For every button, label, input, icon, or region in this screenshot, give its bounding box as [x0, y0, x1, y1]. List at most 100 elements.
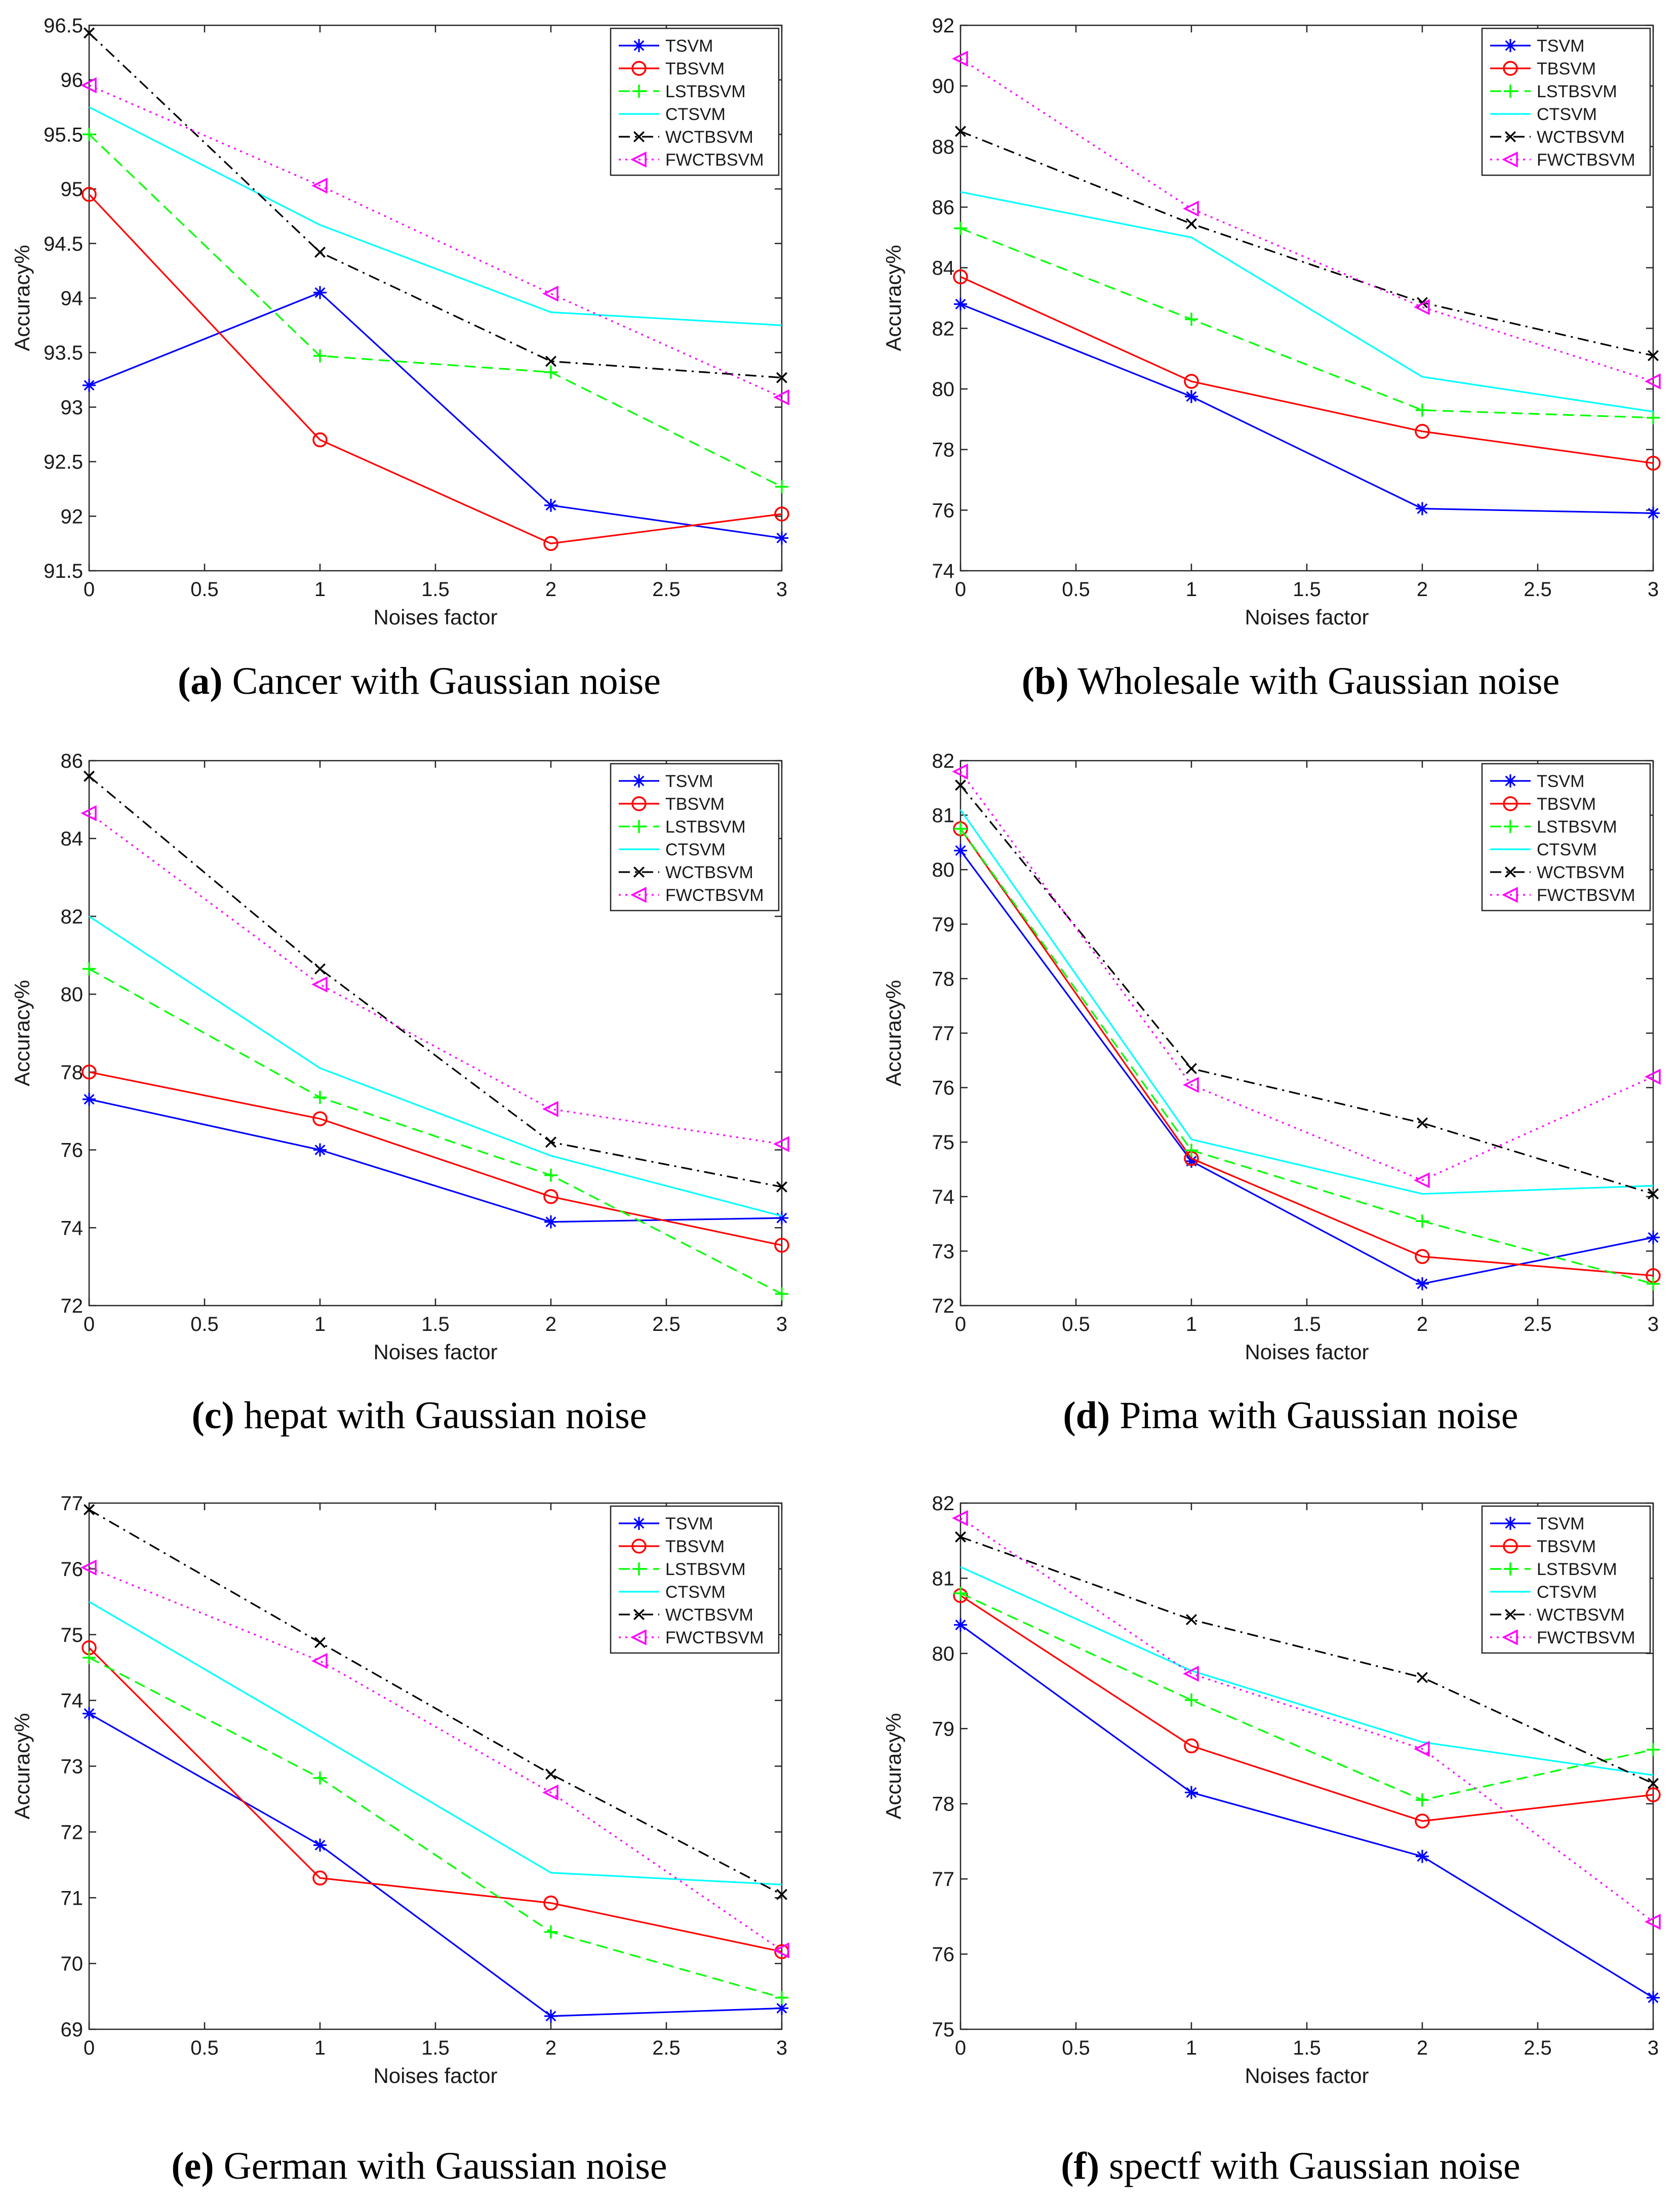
x-axis-label: Noises factor	[373, 605, 497, 629]
legend-label-ctsvm: CTSVM	[665, 1583, 726, 1602]
y-tick-label: 80	[932, 378, 955, 401]
y-tick-label: 76	[61, 1139, 84, 1162]
series-ctsvm	[89, 106, 782, 326]
data-point-tbsvm	[774, 1238, 789, 1253]
chart-panel-b: 0 0.5 1 1.5 2 2.5 3 74 76 78 80 82 84 86 88 90 92 Noises …	[882, 15, 1661, 702]
y-tick-label: 76	[932, 499, 955, 522]
y-tick-label: 90	[932, 75, 955, 98]
series-fwctbsvm	[952, 50, 1661, 389]
data-point-fwctbsvm	[1414, 299, 1430, 316]
legend-label-wctbsvm: WCTBSVM	[665, 1605, 753, 1625]
series-ctsvm	[960, 1566, 1654, 1776]
y-axis-label: Accuracy%	[10, 980, 34, 1086]
series-line-ctsvm	[89, 916, 782, 1217]
y-tick-label: 75	[932, 2019, 955, 2041]
series-line-lstbsvm	[960, 227, 1654, 419]
x-tick-label: 3	[1648, 578, 1659, 601]
legend-label-lstbsvm: LSTBSVM	[665, 817, 746, 837]
x-tick-label: 3	[1648, 1313, 1659, 1335]
panel-caption: (f) spectf with Gaussian noise	[1061, 2145, 1521, 2187]
data-point-tsvm	[83, 378, 96, 392]
data-point-tsvm	[1647, 1991, 1660, 2004]
data-point-fwctbsvm	[1414, 1172, 1430, 1189]
x-tick-label: 0.5	[1062, 2037, 1090, 2059]
legend: TSVM TBSVM LSTBSVM CTSVM WCTBSVM FWCTBSVM	[1481, 27, 1651, 176]
data-point-wctbsvm	[1417, 1117, 1428, 1129]
legend-label-fwctbsvm: FWCTBSVM	[665, 1628, 764, 1647]
legend-label-tbsvm: TBSVM	[665, 795, 725, 814]
series-line-tbsvm	[960, 276, 1654, 464]
series-fwctbsvm	[952, 763, 1661, 1189]
x-tick-label: 0.5	[190, 578, 219, 601]
x-tick-label: 3	[776, 2037, 787, 2059]
x-tick-label: 3	[776, 1313, 787, 1335]
data-point-tsvm	[83, 1707, 96, 1720]
y-tick-label: 76	[932, 1944, 955, 1966]
y-tick-label: 96	[61, 69, 84, 92]
data-point-lstbsvm	[83, 962, 96, 976]
data-point-tsvm	[544, 498, 557, 512]
x-tick-label: 1.5	[1293, 578, 1321, 601]
data-point-lstbsvm	[1647, 411, 1660, 424]
data-point-wctbsvm	[314, 1637, 326, 1648]
x-tick-label: 0.5	[190, 2037, 219, 2059]
legend: TSVM TBSVM LSTBSVM CTSVM WCTBSVM FWCTBSVM	[610, 27, 780, 176]
y-tick-label: 81	[932, 805, 955, 827]
caption-text: spectf with Gaussian noise	[1099, 2145, 1521, 2187]
data-point-fwctbsvm	[952, 1510, 968, 1526]
data-point-tbsvm	[1184, 374, 1199, 389]
y-axis-label: Accuracy%	[10, 245, 34, 351]
y-tick-label: 88	[932, 136, 955, 158]
y-tick-label: 73	[932, 1240, 955, 1263]
caption-text: German with Gaussian noise	[214, 2145, 667, 2187]
y-tick-label: 70	[61, 1953, 84, 1975]
series-ctsvm	[960, 191, 1654, 413]
y-tick-label: 92	[61, 505, 84, 528]
y-tick-label: 78	[61, 1061, 84, 1084]
y-tick-label: 92	[932, 15, 955, 37]
series-line-ctsvm	[959, 809, 1654, 1195]
series-line-ctsvm	[89, 1601, 782, 1885]
legend-marker-tsvm	[632, 1517, 646, 1530]
legend: TSVM TBSVM LSTBSVM CTSVM WCTBSVM FWCTBSVM	[1481, 1505, 1651, 1654]
series-line-fwctbsvm	[89, 85, 782, 398]
series-tbsvm	[82, 187, 789, 551]
legend-label-lstbsvm: LSTBSVM	[1537, 1560, 1617, 1579]
data-point-tsvm	[954, 297, 967, 311]
data-point-wctbsvm	[1417, 1672, 1428, 1683]
legend-marker-tbsvm	[1503, 61, 1518, 76]
legend-marker-tbsvm	[631, 61, 647, 76]
x-tick-label: 2.5	[652, 1313, 681, 1335]
series-lstbsvm	[954, 1587, 1660, 1807]
legend-marker-fwctbsvm	[1502, 887, 1518, 903]
y-tick-label: 74	[61, 1217, 84, 1239]
series-line-ctsvm	[960, 191, 1654, 413]
data-point-fwctbsvm	[952, 763, 968, 780]
data-point-lstbsvm	[954, 1587, 967, 1600]
caption-letter: (e)	[171, 2145, 214, 2187]
x-tick-label: 0	[84, 1313, 95, 1335]
x-tick-label: 0	[84, 2037, 95, 2059]
data-point-tsvm	[1416, 1277, 1429, 1290]
data-point-tbsvm	[543, 536, 558, 551]
series-line-wctbsvm	[959, 784, 1654, 1195]
data-point-wctbsvm	[314, 247, 326, 258]
data-point-wctbsvm	[776, 1181, 787, 1193]
data-point-fwctbsvm	[1645, 373, 1661, 389]
data-point-tsvm	[775, 531, 788, 545]
data-point-wctbsvm	[955, 126, 966, 137]
x-tick-label: 1.5	[421, 578, 450, 601]
series-lstbsvm	[83, 962, 788, 1301]
data-point-wctbsvm	[955, 1531, 966, 1543]
series-line-fwctbsvm	[960, 1517, 1654, 1923]
y-tick-label: 77	[932, 1022, 955, 1045]
series-line-tbsvm	[88, 1647, 782, 1953]
data-point-lstbsvm	[83, 1651, 96, 1665]
legend-marker-tsvm	[1504, 1517, 1517, 1530]
legend-marker-lstbsvm	[632, 1562, 646, 1576]
data-point-fwctbsvm	[773, 389, 789, 406]
y-tick-label: 74	[61, 1690, 84, 1712]
series-tsvm	[83, 286, 788, 545]
series-tsvm	[954, 1618, 1660, 2004]
